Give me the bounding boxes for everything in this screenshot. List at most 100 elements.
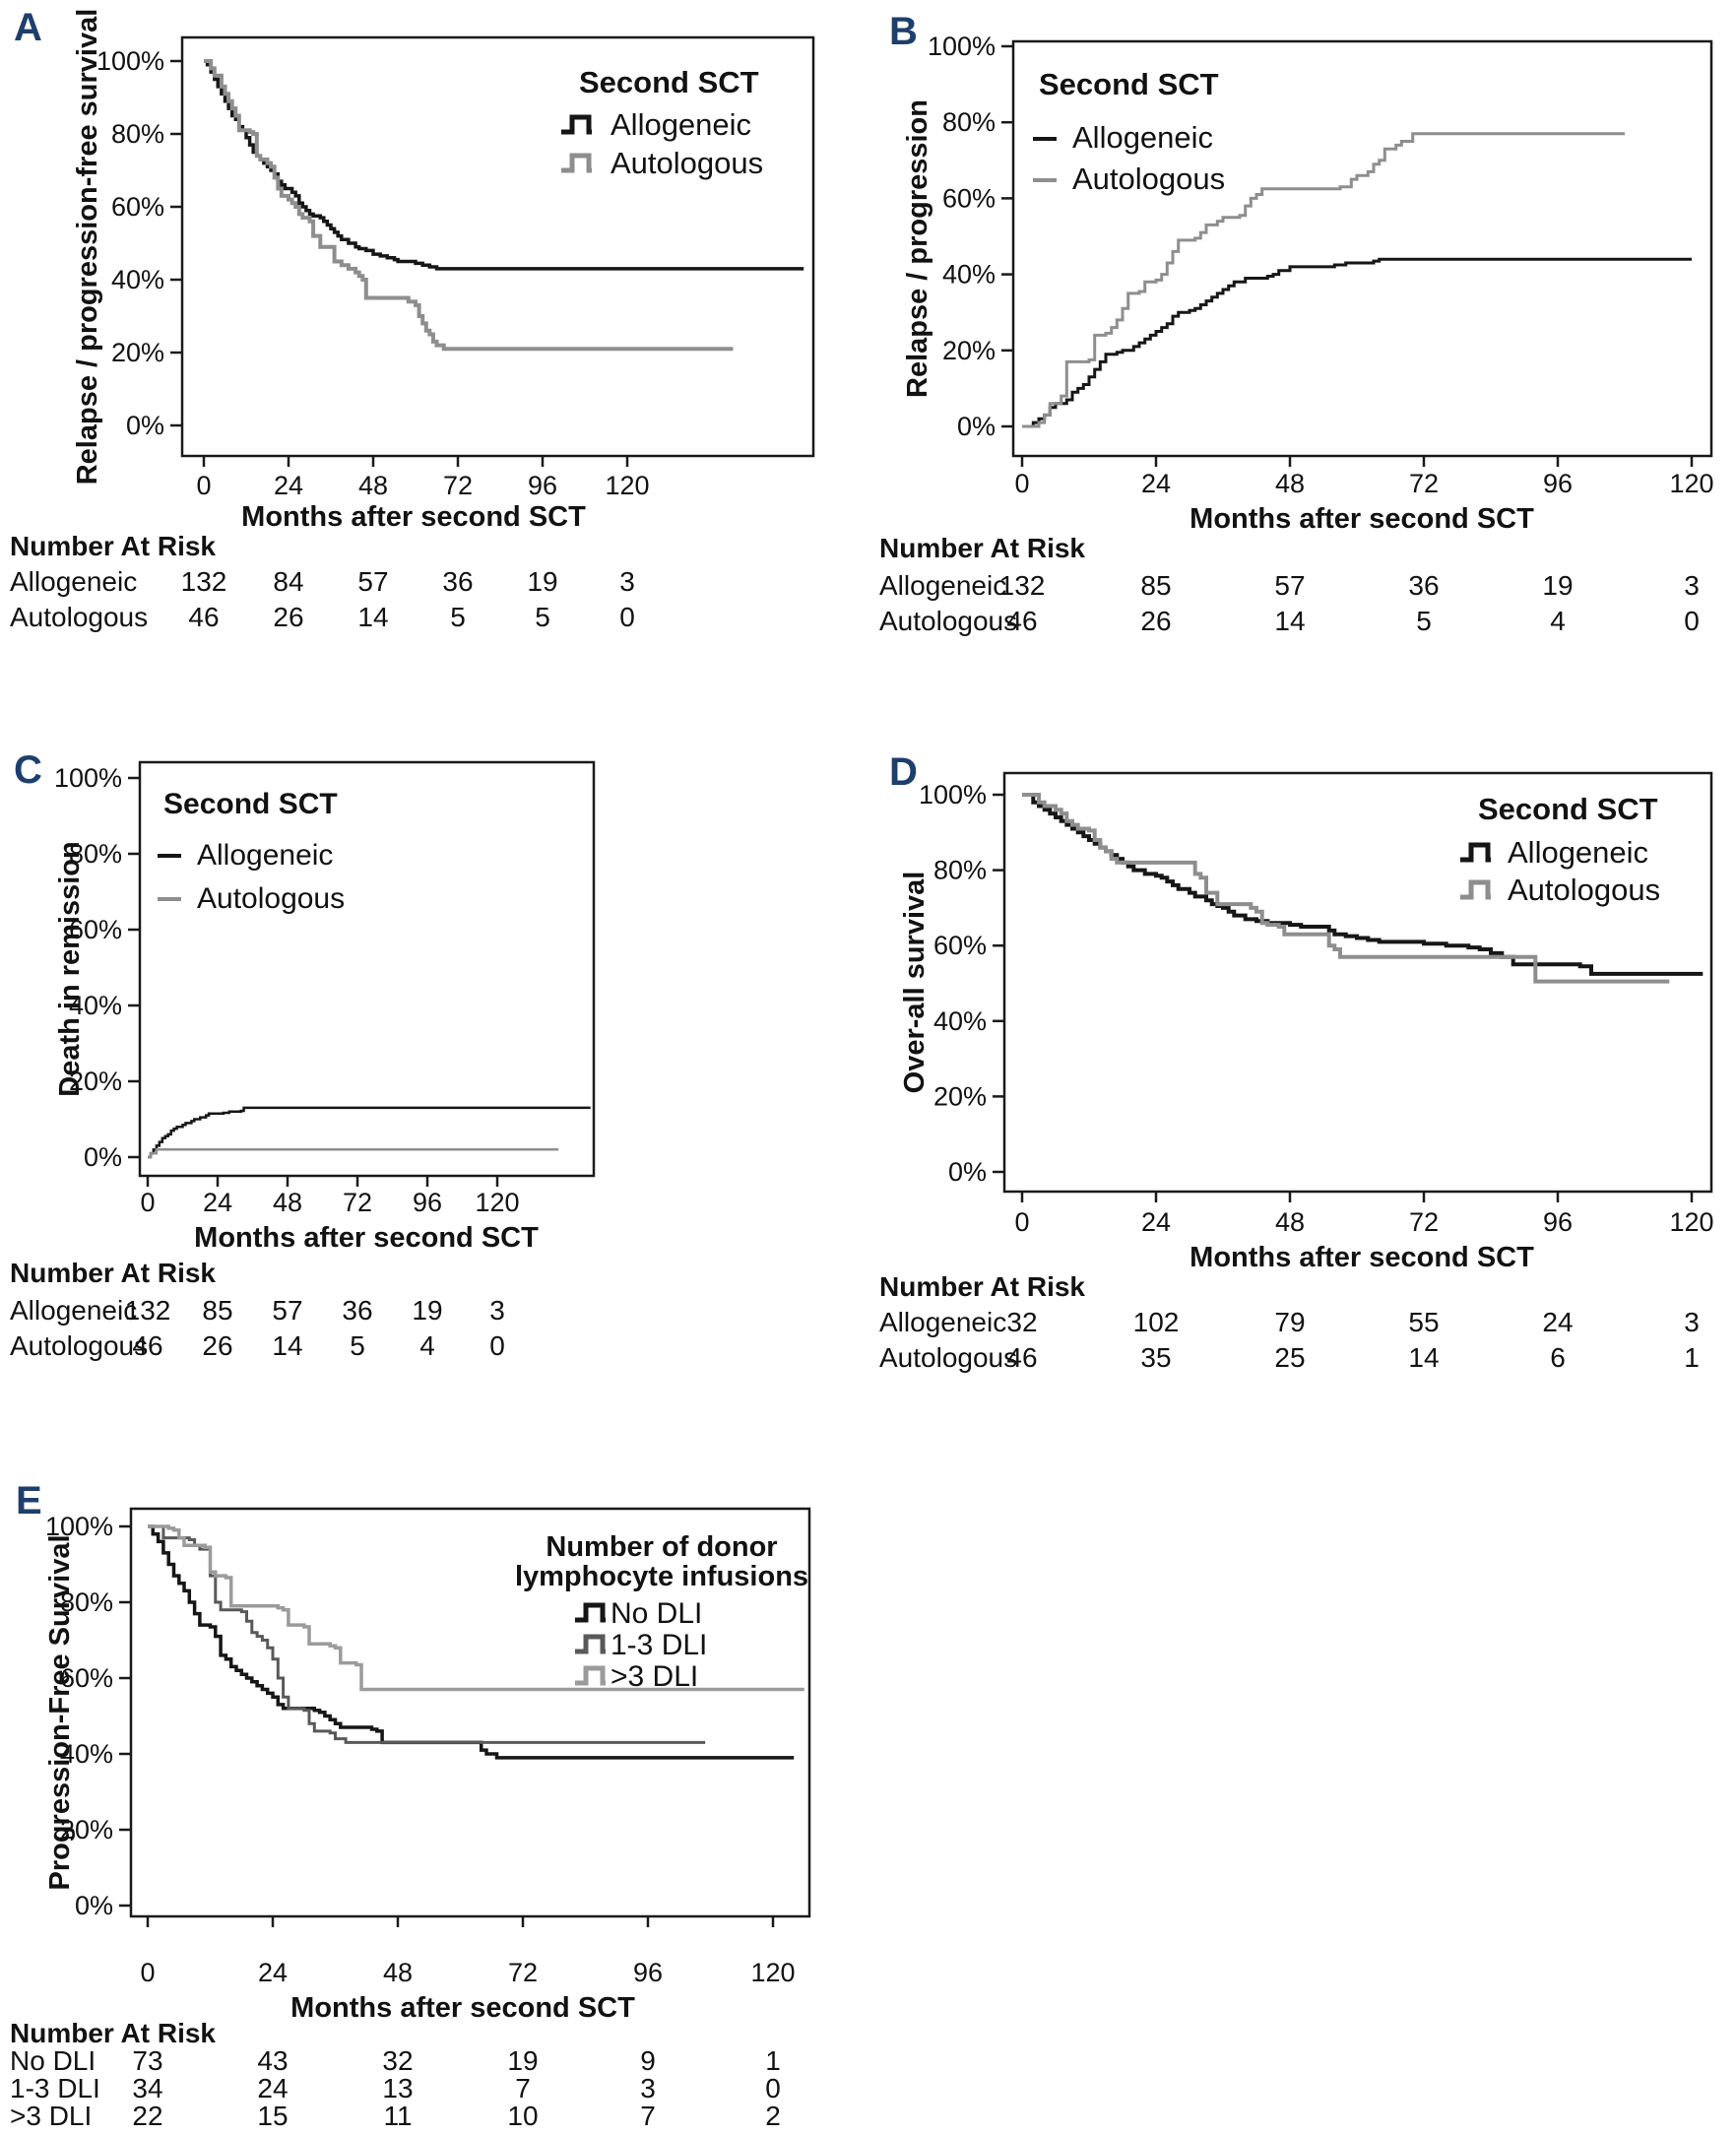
risk-row-label: Allogeneic <box>879 570 1006 601</box>
plot-frame <box>129 1507 811 1918</box>
panel-a: A 0% 20% 40% 60% 80% 100% 0 24 48 72 96 120 Months a… <box>0 0 867 729</box>
risk-row-label: Autologous <box>879 1342 1017 1373</box>
y-tick-label: 80% <box>60 1587 113 1617</box>
risk-value: 7 <box>515 2073 531 2104</box>
km-curve-2 <box>148 1148 559 1159</box>
x-tick-label: 96 <box>528 471 557 500</box>
y-tick-label: 40% <box>933 1006 987 1036</box>
x-axis-title: Months after second SCT <box>194 1222 539 1254</box>
x-tick-label: 0 <box>140 1188 155 1217</box>
x-tick-label: 24 <box>203 1188 232 1217</box>
x-tick-label: 0 <box>1014 1207 1029 1237</box>
x-tick-label: 48 <box>358 471 388 500</box>
risk-value: 43 <box>257 2045 288 2076</box>
risk-row-label: Autologous <box>10 1330 148 1361</box>
y-tick-label: 100% <box>54 763 122 793</box>
y-tick-label: 80% <box>942 107 996 137</box>
risk-value: 19 <box>412 1295 442 1326</box>
risk-row-label: Autologous <box>10 602 148 632</box>
risk-value: 36 <box>442 566 473 597</box>
panel-e-letter: E <box>16 1479 42 1522</box>
km-chart-a: 0% 20% 40% 60% 80% 100% 0 24 48 72 96 120 Months aft… <box>0 0 867 734</box>
x-tick-label: 24 <box>1141 469 1171 498</box>
x-axis-title: Months after second SCT <box>241 501 586 533</box>
panel-b-letter: B <box>889 10 918 53</box>
x-tick-label: 120 <box>475 1188 519 1217</box>
y-tick-label: 60% <box>111 192 164 222</box>
risk-value: 3 <box>1684 570 1700 601</box>
y-axis-title: Relapse / progression <box>902 99 933 398</box>
km-curve-1 <box>1022 257 1692 428</box>
risk-value: 19 <box>527 566 557 597</box>
y-tick-label: 0% <box>75 1891 113 1920</box>
risk-value: 34 <box>132 2073 162 2104</box>
y-tick-label: 60% <box>69 915 122 944</box>
legend-item-label: Allogeneic <box>1072 120 1213 155</box>
x-tick-label: 24 <box>1141 1207 1171 1237</box>
y-tick-label: 0% <box>84 1142 122 1172</box>
x-tick-label: 72 <box>1409 469 1439 498</box>
y-tick-label: 60% <box>942 183 996 213</box>
risk-value: 1 <box>765 2045 781 2076</box>
risk-value: 36 <box>1408 570 1439 601</box>
legend-title: Second SCT <box>579 65 759 99</box>
risk-value: 85 <box>202 1295 232 1326</box>
x-tick-label: 0 <box>140 1958 155 1987</box>
x-tick-label: 48 <box>383 1958 413 1987</box>
y-axis-title: Relapse / progression-free survival <box>72 9 103 485</box>
risk-value: 15 <box>257 2101 288 2131</box>
panel-e: E 0% 20% 40% 60% 80% 100% 0 24 48 72 96 120 Months a… <box>0 1477 867 2131</box>
risk-value: 84 <box>273 566 303 597</box>
risk-table-title: Number At Risk <box>879 1271 1085 1302</box>
risk-table-title: Number At Risk <box>10 531 216 561</box>
y-tick-label: 80% <box>69 839 122 869</box>
risk-value: 57 <box>272 1295 302 1326</box>
risk-value: 26 <box>1140 606 1171 636</box>
km-plot-b: 0% 20% 40% 60% 80% 100% 0 24 48 72 96 120 Months aft… <box>879 32 1714 636</box>
x-tick-label: 96 <box>413 1188 442 1217</box>
risk-row-label: Allogeneic <box>879 1307 1006 1337</box>
km-curve-2 <box>1022 132 1625 428</box>
risk-table-title: Number At Risk <box>10 2018 216 2048</box>
y-tick-label: 20% <box>60 1815 113 1845</box>
legend-title: Number of donor <box>546 1531 777 1563</box>
km-plot-a: 0% 20% 40% 60% 80% 100% 0 24 48 72 96 120 Months aft… <box>10 9 815 632</box>
y-tick-label: 0% <box>957 412 996 441</box>
y-tick-label: 0% <box>948 1157 987 1187</box>
risk-value: 73 <box>132 2045 162 2076</box>
risk-value: 14 <box>272 1330 302 1361</box>
km-plot-d: 0% 20% 40% 60% 80% 100% 0 24 48 72 96 120 Months aft… <box>879 771 1714 1373</box>
x-tick-label: 48 <box>273 1188 302 1217</box>
y-tick-label: 40% <box>69 991 122 1020</box>
risk-value: 79 <box>1274 1307 1305 1337</box>
risk-value: 132 <box>125 1295 171 1326</box>
risk-table-title: Number At Risk <box>879 533 1085 563</box>
x-tick-label: 96 <box>633 1958 663 1987</box>
risk-value: 4 <box>419 1330 435 1361</box>
legend-item-label: No DLI <box>611 1597 702 1630</box>
km-curve-1 <box>148 1106 591 1159</box>
risk-value: 132 <box>999 570 1046 601</box>
panel-d-letter: D <box>889 750 918 794</box>
risk-row-label: 1-3 DLI <box>10 2073 100 2104</box>
x-tick-label: 0 <box>1014 469 1029 498</box>
x-tick-label: 72 <box>1409 1207 1439 1237</box>
x-tick-label: 72 <box>343 1188 372 1217</box>
x-tick-label: 0 <box>196 471 211 500</box>
risk-value: 46 <box>1006 606 1037 636</box>
legend-step-symbol <box>561 153 592 173</box>
risk-value: 4 <box>1550 606 1566 636</box>
y-axis-title: Death in remission <box>54 841 86 1096</box>
risk-value: 26 <box>273 602 303 632</box>
legend-title: lymphocyte infusions <box>515 1561 808 1592</box>
y-tick-label: 40% <box>111 265 164 294</box>
risk-value: 5 <box>1416 606 1432 636</box>
risk-value: 3 <box>1684 1307 1700 1337</box>
plot-frame <box>138 760 596 1178</box>
x-axis-title: Months after second SCT <box>1189 1242 1534 1273</box>
y-tick-label: 100% <box>919 780 987 809</box>
y-tick-label: 80% <box>933 856 987 885</box>
risk-value: 32 <box>1006 1307 1037 1337</box>
